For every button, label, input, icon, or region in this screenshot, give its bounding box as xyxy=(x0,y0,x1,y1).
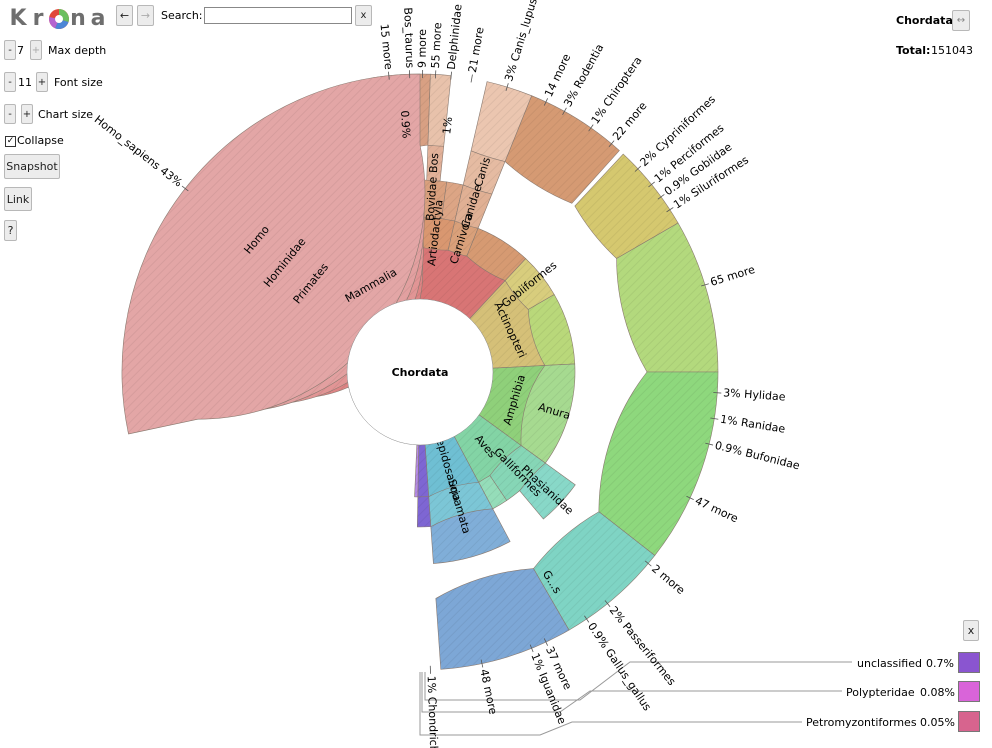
outer-label: 3% Hylidae xyxy=(723,386,786,403)
outer-label-tick xyxy=(713,392,722,394)
font-size-increase-button[interactable]: + xyxy=(36,72,48,92)
outer-label: Bos_taurus xyxy=(401,7,416,68)
font-size-decrease-button[interactable]: - xyxy=(4,72,16,92)
outer-label: 47 more xyxy=(693,494,740,525)
details-expand-button[interactable]: ↔ xyxy=(952,10,970,31)
outer-label-tick xyxy=(604,600,611,607)
outer-label-tick xyxy=(710,417,719,420)
collapse-label: Collapse xyxy=(17,134,64,147)
legend-item-name: Petromyzontiformes xyxy=(806,716,917,729)
outer-label-tick xyxy=(701,283,709,287)
outer-label-tick xyxy=(634,165,642,172)
outer-label: 2% Passeriformes xyxy=(607,604,679,688)
outer-label-tick xyxy=(562,107,567,116)
wedge-uncl1[interactable] xyxy=(414,444,420,498)
logo-letter-k: K xyxy=(9,5,27,31)
outer-label: 0.9% xyxy=(398,110,413,139)
outer-label-tick xyxy=(543,638,548,646)
outer-label: 1% Ranidae xyxy=(719,413,786,436)
outer-label-tick xyxy=(470,74,473,83)
outer-label: 21 more xyxy=(466,26,487,74)
collapse-checkbox[interactable]: ✓ xyxy=(5,136,16,147)
outer-label-tick xyxy=(648,181,655,188)
search-input[interactable] xyxy=(204,7,352,24)
legend-swatch-petromyzontiformes[interactable] xyxy=(958,711,980,732)
chart-size-label: Chart size xyxy=(38,108,94,121)
legend-item-pct: 0.08% xyxy=(920,686,955,699)
legend-leader-line-2 xyxy=(419,672,802,736)
max-depth-label: Max depth xyxy=(48,44,107,57)
legend-item-pct: 0.05% xyxy=(920,716,955,729)
search-label: Search: xyxy=(161,9,203,22)
outer-label: 55 more xyxy=(429,22,444,69)
forward-button[interactable]: → xyxy=(137,5,154,26)
outer-label-tick xyxy=(388,71,390,80)
total-value: 151043 xyxy=(931,44,973,57)
legend-leader-line-0 xyxy=(424,661,852,701)
outer-label-tick xyxy=(529,644,534,653)
outer-label: 0.9% Bufonidae xyxy=(714,439,802,473)
legend-swatch-unclassified[interactable] xyxy=(958,652,980,673)
outer-label-tick xyxy=(181,185,189,192)
chart-size-decrease-button[interactable]: - xyxy=(4,104,16,124)
outer-label-tick xyxy=(644,560,652,567)
logo-letter-n: n xyxy=(70,5,86,31)
back-button[interactable]: ← xyxy=(116,5,133,26)
legend-close-button[interactable]: x xyxy=(963,620,979,641)
wedge-label-bovidae: Bovidae xyxy=(424,176,440,221)
outer-label-tick xyxy=(666,207,674,213)
link-button[interactable]: Link xyxy=(4,187,32,211)
outer-label-tick xyxy=(588,124,594,132)
outer-label: Delphinidae xyxy=(445,3,465,70)
outer-label: 22 more xyxy=(610,99,650,143)
legend-leader-line-1 xyxy=(421,672,842,713)
outer-label-tick xyxy=(584,615,590,623)
wedge-chond2[interactable] xyxy=(416,496,432,528)
logo-letter-r: r xyxy=(32,5,44,31)
wedge-label-bos: Bos xyxy=(427,152,441,173)
outer-label: 48 more xyxy=(477,668,499,716)
max-depth-value: 7 xyxy=(17,44,24,57)
outer-label: 65 more xyxy=(709,263,757,289)
legend-item-name: unclassified xyxy=(857,657,922,670)
logo-letter-a: a xyxy=(90,5,106,31)
outer-label: 2 more xyxy=(649,562,687,597)
chart-size-increase-button[interactable]: + xyxy=(21,104,33,124)
search-clear-button[interactable]: x xyxy=(355,5,372,26)
chart-center[interactable] xyxy=(346,298,494,446)
outer-label: 15 more xyxy=(377,23,395,70)
outer-label-tick xyxy=(608,140,615,148)
outer-label-tick xyxy=(686,495,694,500)
outer-label: 3% Rodentia xyxy=(561,42,606,109)
total-label: Total: xyxy=(896,44,931,57)
snapshot-button[interactable]: Snapshot xyxy=(4,154,60,179)
outer-label-tick xyxy=(543,98,548,106)
outer-label-tick xyxy=(705,442,714,446)
legend-swatch-polypteridae[interactable] xyxy=(958,681,980,702)
legend-item-pct: 0.7% xyxy=(926,657,954,670)
details-title: Chordata xyxy=(896,14,953,27)
outer-label-tick xyxy=(480,659,484,668)
outer-label: 1% Chondrichthyes xyxy=(425,676,442,748)
outer-label: 3% Canis_lupus xyxy=(502,0,540,83)
max-depth-decrease-button[interactable]: - xyxy=(4,40,16,60)
outer-label-tick xyxy=(657,194,665,200)
outer-label: Homo_sapiens 43% xyxy=(92,113,185,190)
outer-label-tick xyxy=(505,83,509,91)
chart-center-label: Chordata xyxy=(392,366,449,379)
legend-item-name: Polypteridae xyxy=(846,686,915,699)
help-button[interactable]: ? xyxy=(4,220,17,241)
outer-label: 1% xyxy=(440,116,455,135)
font-size-label: Font size xyxy=(54,76,103,89)
font-size-value: 11 xyxy=(18,76,32,89)
legend-leader-lines xyxy=(419,661,852,736)
outer-label: 9 more xyxy=(416,29,429,68)
krona-logo: K r n a xyxy=(8,4,108,32)
outer-label-tick xyxy=(450,71,452,80)
wedge-bos_taurus[interactable] xyxy=(427,73,452,147)
logo-wheel-icon xyxy=(48,6,69,31)
max-depth-increase-button[interactable]: + xyxy=(30,40,42,60)
outer-label: 0.9% Gallus_gallus xyxy=(585,620,654,713)
